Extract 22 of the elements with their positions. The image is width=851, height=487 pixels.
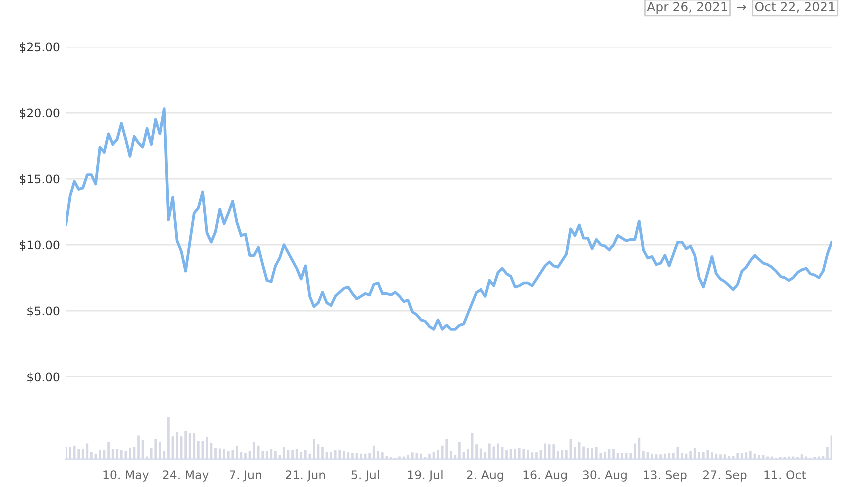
x-tick-label: 21. Jun — [286, 470, 326, 482]
text: Apr 26, 2021 — [647, 2, 728, 14]
x-tick-label: 24. May — [163, 470, 209, 482]
y-tick-label: $10.00 — [20, 240, 60, 252]
x-tick-label: 10. May — [104, 470, 150, 482]
y-tick-label: $25.00 — [20, 42, 60, 54]
x-tick-label: 19. Jul — [408, 470, 443, 482]
y-tick-label: $15.00 — [20, 174, 60, 186]
y-tick-label: $0.00 — [28, 372, 60, 384]
line-series — [66, 108, 832, 331]
x-tick-label: 30. Aug — [583, 470, 627, 482]
x-tick-label: 27. Sep — [703, 470, 747, 482]
x-tick-label: 5. Jul — [352, 470, 380, 482]
x-tick-label: 13. Sep — [644, 470, 687, 482]
x-tick-label: 7. Jun — [230, 470, 262, 482]
text: Oct 22, 2021 — [755, 2, 835, 13]
x-tick-label: 16. Aug — [524, 470, 567, 482]
text: → — [737, 4, 746, 10]
y-tick-label: $5.00 — [28, 306, 60, 318]
x-tick-label: 11. Oct — [764, 470, 806, 480]
x-tick-label: 2. Aug — [467, 470, 504, 482]
y-tick-label: $20.00 — [20, 108, 60, 120]
